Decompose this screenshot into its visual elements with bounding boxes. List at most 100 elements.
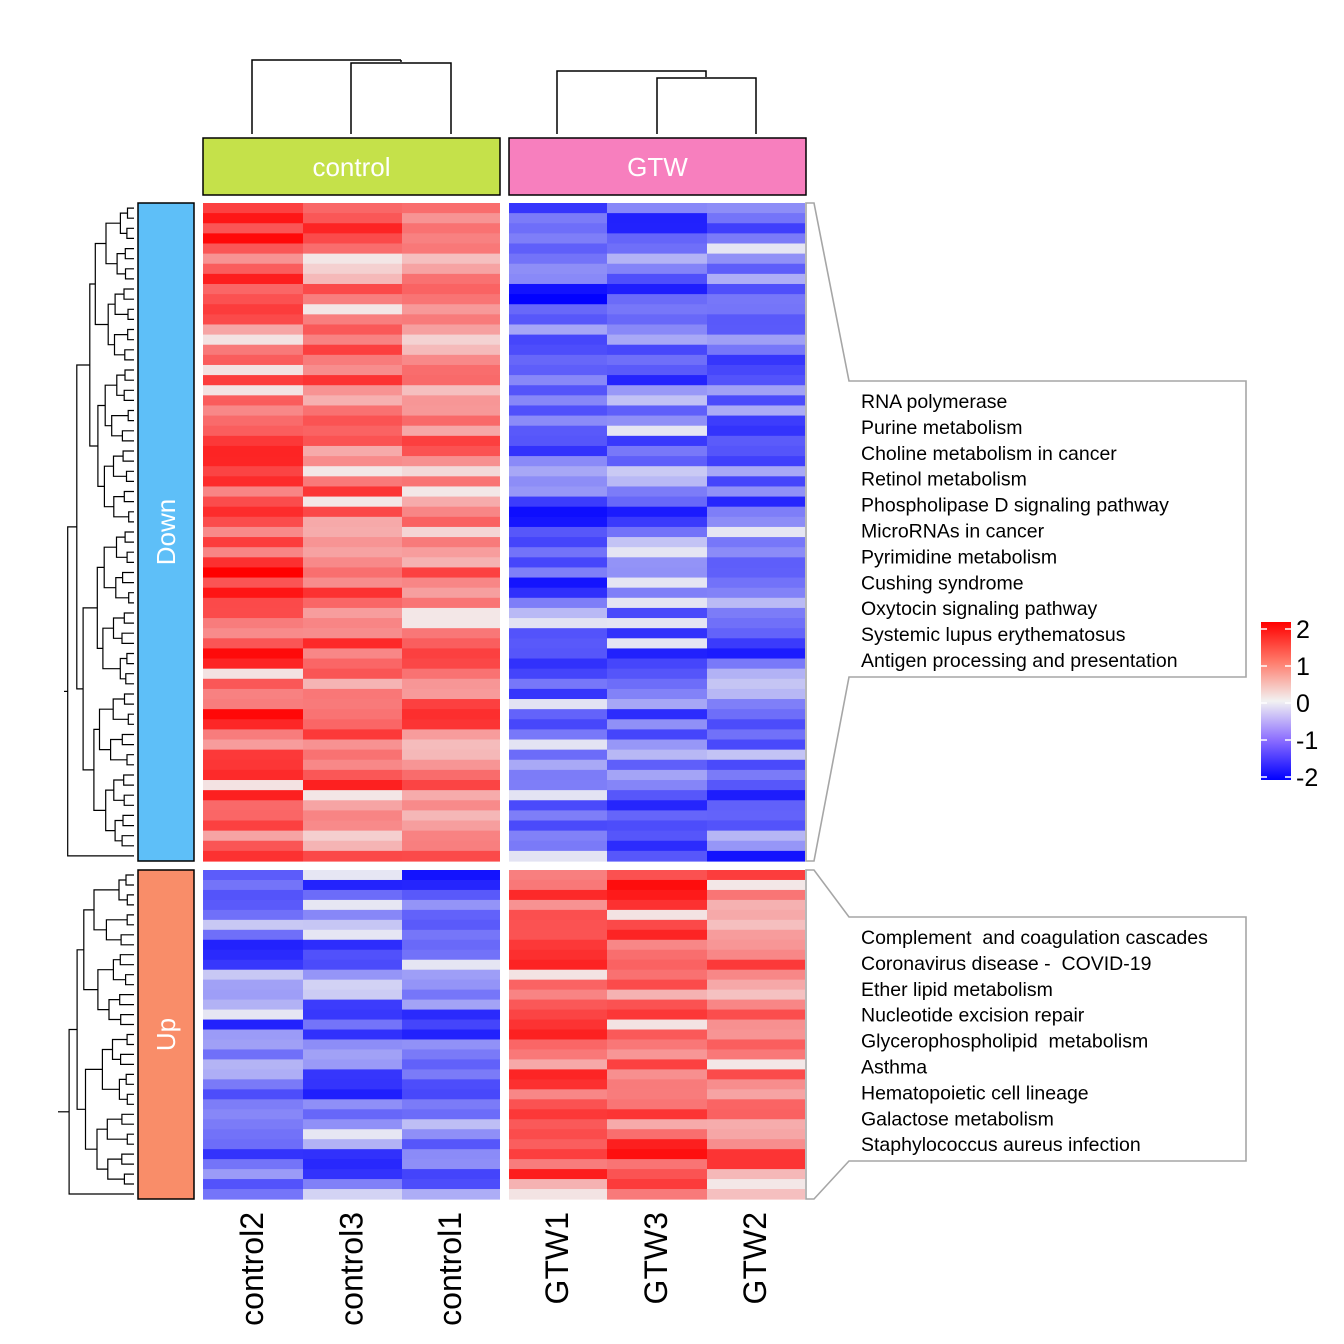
dendrogram-branch [123, 490, 134, 503]
heatmap-cell [402, 456, 500, 467]
dendrogram-branch [105, 919, 128, 941]
heatmap-cell [607, 233, 707, 245]
heatmap-cell [707, 999, 805, 1011]
dendrogram-branch [103, 546, 117, 589]
heatmap-cell [607, 749, 707, 761]
heatmap-cell [707, 1099, 805, 1110]
dendrogram-branch [111, 1038, 128, 1060]
heatmap-cell [707, 213, 805, 224]
heatmap-cell [607, 314, 707, 326]
dendrogram-branch [101, 1048, 120, 1090]
heatmap-cell [402, 780, 500, 791]
heatmap-cell [707, 1029, 805, 1041]
heatmap-cell [203, 1129, 303, 1140]
heatmap-cell [303, 769, 402, 781]
heatmap-cell [607, 729, 707, 741]
heatmap-cell [509, 790, 607, 801]
heatmap-cell [303, 263, 402, 275]
heatmap-cell [707, 989, 805, 1001]
heatmap-cell [707, 415, 805, 427]
heatmap-cell [607, 375, 707, 386]
heatmap-cell [607, 334, 707, 346]
heatmap-cell [402, 1189, 500, 1200]
heatmap-cell [707, 759, 805, 771]
heatmap-cell [203, 294, 303, 305]
heatmap-cell [607, 949, 707, 961]
dendrogram-branch [556, 70, 707, 134]
column-label: GTW2 [737, 1212, 773, 1304]
legend-tick-label: 1 [1296, 653, 1310, 681]
heatmap-cell [203, 1079, 303, 1090]
heatmap-cell [607, 466, 707, 477]
dendrogram-branch [111, 415, 129, 437]
heatmap-cell [303, 526, 402, 538]
heatmap-cell [203, 607, 303, 619]
legend-tick-label: 2 [1296, 616, 1310, 644]
heatmap-cell [303, 203, 402, 214]
heatmap-cell [607, 506, 707, 518]
pathway-label: Glycerophospholipid metabolism [861, 1031, 1148, 1053]
heatmap-cell [203, 486, 303, 498]
heatmap-cell [707, 354, 805, 366]
heatmap-cell [402, 476, 500, 488]
dendrogram-branch [126, 227, 134, 239]
heatmap-cell [402, 729, 500, 741]
heatmap-cell [509, 597, 607, 609]
heatmap-cell [402, 1019, 500, 1031]
heatmap-cell [509, 385, 607, 396]
heatmap-cell [509, 294, 607, 305]
heatmap-cell [607, 628, 707, 639]
heatmap-cell [402, 516, 500, 528]
heatmap-cell [509, 405, 607, 417]
dendrogram-branch [127, 328, 134, 341]
heatmap-cell [509, 899, 607, 911]
heatmap-cell [203, 203, 303, 214]
heatmap-cell [303, 1089, 402, 1100]
heatmap-cell [607, 929, 707, 941]
heatmap-cell [402, 1039, 500, 1051]
pathway-callout [805, 869, 1247, 1200]
heatmap-cell [509, 344, 607, 356]
dendrogram-branch [124, 369, 134, 381]
heatmap-cell [203, 395, 303, 407]
heatmap-cell [509, 243, 607, 255]
row-dendrogram [58, 207, 134, 1195]
heatmap-cell [402, 283, 500, 295]
heatmap-cell [509, 557, 607, 569]
heatmap-cell [607, 496, 707, 508]
heatmap-cell [607, 567, 707, 579]
heatmap-cell [303, 709, 402, 720]
dendrogram-branch [127, 409, 134, 422]
heatmap-cell [303, 243, 402, 255]
heatmap-cell [707, 939, 805, 951]
heatmap-cell [203, 739, 303, 751]
heatmap-cell [509, 1069, 607, 1080]
heatmap-cell [203, 1089, 303, 1100]
heatmap-cell [203, 628, 303, 639]
dendrogram-branch [121, 632, 134, 644]
column-group-annotation: control GTW [202, 137, 807, 196]
dendrogram-branch [123, 1173, 134, 1185]
heatmap-cell [402, 304, 500, 315]
heatmap-cell [303, 759, 402, 771]
heatmap-cell [303, 597, 402, 609]
pathway-label: Phospholipase D signaling pathway [861, 495, 1169, 517]
heatmap-cell [607, 870, 707, 881]
heatmap-cell [509, 989, 607, 1001]
heatmap-cell [402, 1029, 500, 1041]
dendrogram-branch [123, 693, 134, 705]
heatmap-cell [607, 1189, 707, 1200]
heatmap-cell [509, 800, 607, 811]
heatmap-cell [607, 405, 707, 417]
heatmap-cell [607, 840, 707, 852]
heatmap-cell [203, 324, 303, 336]
pathway-label: Pyrimidine metabolism [861, 546, 1057, 568]
heatmap-cell [707, 1119, 805, 1130]
heatmap-cell [707, 435, 805, 447]
heatmap-cell [402, 466, 500, 477]
heatmap-cell [402, 435, 500, 447]
heatmap-cell [607, 526, 707, 538]
heatmap-cell [303, 516, 402, 528]
heatmap-cell [607, 969, 707, 981]
dendrogram-branch [115, 536, 128, 558]
